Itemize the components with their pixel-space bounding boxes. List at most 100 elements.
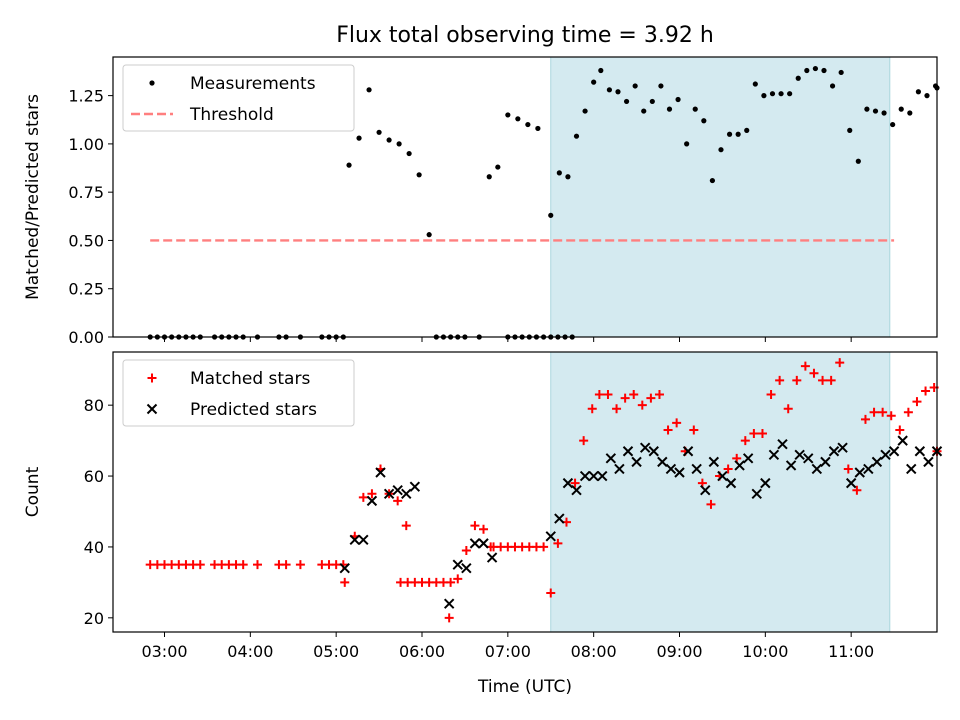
x-tick-label: 11:00 — [828, 642, 874, 661]
data-point — [573, 133, 580, 139]
x-tick-label: 03:00 — [141, 642, 187, 661]
data-point — [356, 135, 362, 141]
data-point — [612, 404, 622, 414]
legend-box — [122, 359, 355, 427]
data-point — [554, 513, 565, 524]
data-point — [804, 67, 810, 74]
data-point — [622, 446, 634, 457]
data-point — [469, 538, 481, 549]
data-point — [835, 358, 845, 368]
data-point — [366, 495, 378, 507]
legend: Measurements Threshold — [122, 64, 355, 132]
data-point — [648, 446, 659, 457]
data-point — [452, 559, 463, 570]
chart-title: Flux total observing time = 3.92 h — [336, 23, 714, 48]
data-point — [641, 108, 647, 114]
data-point — [478, 538, 489, 549]
data-point — [367, 489, 377, 499]
data-point — [769, 91, 776, 97]
y-tick-label: 0.75 — [68, 183, 104, 202]
x-tick-label: 05:00 — [313, 642, 359, 661]
y-axis-label: Count — [23, 466, 43, 517]
y-tick-label: 20 — [84, 609, 104, 628]
data-point — [912, 397, 922, 407]
data-point — [795, 75, 801, 81]
observing-window-span — [550, 56, 891, 338]
data-point — [597, 470, 608, 482]
data-point — [579, 470, 591, 482]
data-point — [383, 488, 395, 499]
data-point — [339, 562, 350, 574]
data-point — [396, 141, 402, 147]
data-point — [443, 598, 455, 609]
bottom-panel: 20 40 60 80 03:00 04:00 05:00 06:00 07:00 08:00 09… — [23, 351, 943, 661]
data-point — [358, 534, 369, 546]
data-point — [674, 467, 685, 478]
data-point — [366, 87, 372, 93]
data-point — [515, 116, 521, 122]
data-point — [386, 137, 392, 143]
axes-frame — [112, 56, 938, 338]
data-point — [751, 488, 762, 499]
data-point — [692, 106, 698, 112]
data-point — [689, 425, 699, 435]
data-point — [723, 464, 733, 474]
data-point — [838, 69, 844, 76]
data-point — [562, 477, 574, 489]
data-point — [539, 542, 549, 552]
data-point — [281, 560, 291, 570]
data-point — [740, 436, 750, 446]
data-point — [582, 108, 588, 114]
data-point — [766, 390, 776, 400]
data-point — [915, 89, 922, 95]
data-point — [800, 361, 810, 371]
legend-swatch — [147, 373, 157, 383]
data-point — [792, 375, 802, 385]
data-point — [406, 150, 412, 157]
data-point — [898, 106, 904, 112]
top-panel: 0.00 0.25 0.50 0.75 1.00 1.25 Matched/Predicte… — [23, 56, 940, 347]
data-point — [495, 164, 501, 170]
data-point — [897, 435, 908, 446]
data-point — [717, 470, 728, 482]
data-point — [606, 87, 613, 93]
data-point — [571, 485, 582, 496]
data-point — [843, 464, 853, 474]
data-point — [392, 485, 403, 496]
data-point — [709, 177, 716, 184]
data-point — [615, 89, 621, 95]
data-point — [579, 436, 589, 446]
data-point — [614, 463, 625, 475]
data-point — [783, 404, 793, 414]
data-point — [761, 93, 767, 99]
y-tick-label: 0.00 — [68, 328, 104, 347]
x-tick-label: 06:00 — [399, 642, 445, 661]
series-predicted-stars — [339, 435, 943, 609]
data-point — [682, 446, 694, 457]
data-point — [556, 170, 562, 176]
data-point — [869, 407, 879, 417]
data-point — [871, 456, 883, 468]
data-point — [864, 106, 870, 112]
data-point — [903, 407, 913, 417]
data-point — [401, 488, 412, 499]
data-point — [752, 81, 758, 87]
data-point — [701, 118, 707, 124]
data-point — [906, 463, 917, 475]
data-point — [444, 613, 454, 623]
data-point — [545, 531, 556, 542]
data-point — [923, 456, 934, 468]
y-tick-label: 40 — [84, 538, 104, 557]
data-point — [409, 481, 421, 492]
data-point — [760, 477, 771, 489]
legend: Matched stars Predicted stars — [122, 359, 355, 427]
data-point — [700, 485, 711, 496]
legend-label: Threshold — [189, 105, 274, 125]
data-point — [855, 158, 861, 164]
data-point — [726, 131, 733, 137]
x-axis-label: Time (UTC) — [477, 677, 572, 697]
legend-label: Matched stars — [190, 369, 310, 389]
data-point — [461, 545, 471, 555]
data-point — [553, 538, 563, 548]
y-tick-label: 1.25 — [68, 87, 104, 106]
